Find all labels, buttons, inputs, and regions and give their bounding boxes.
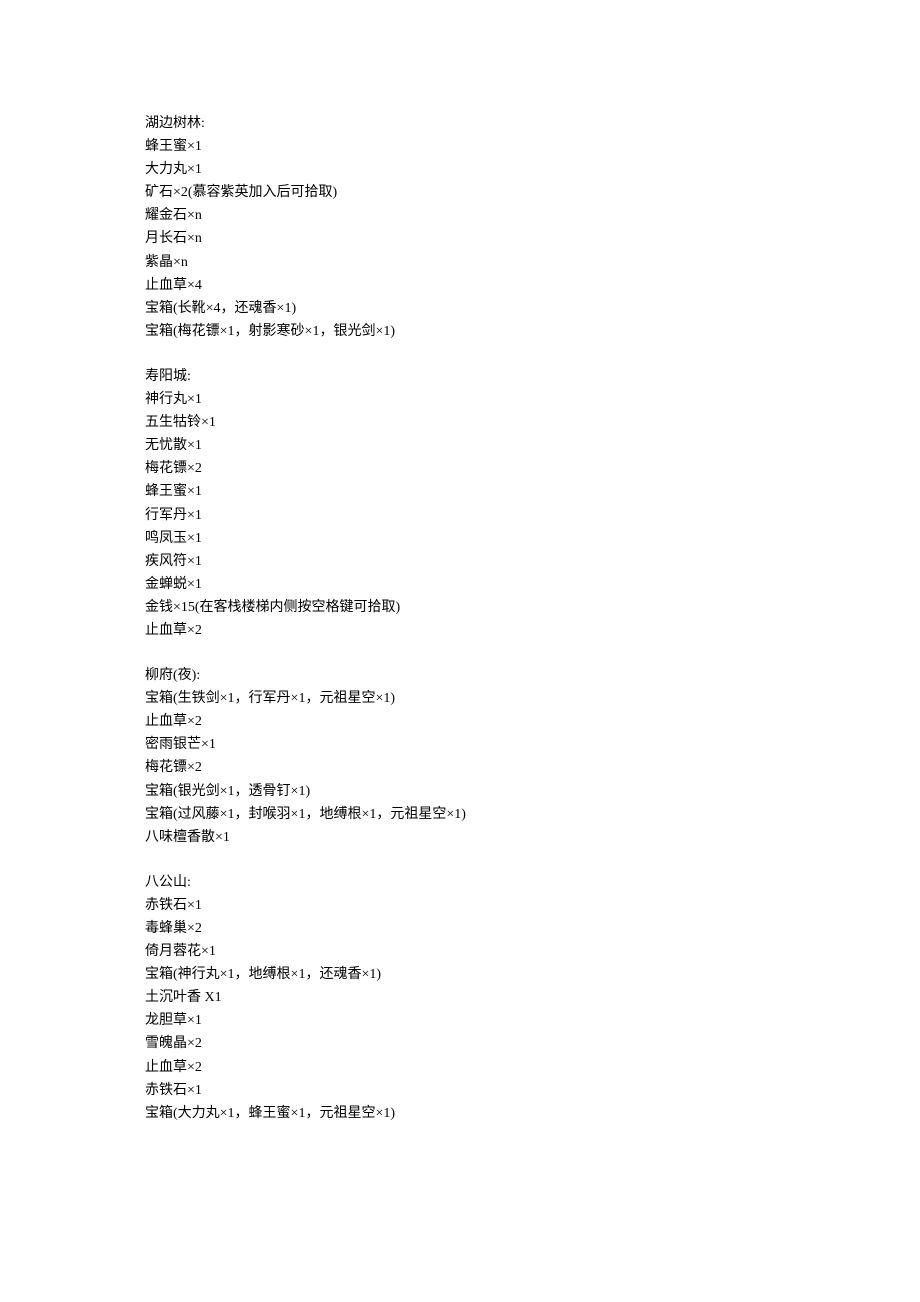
item-line: 土沉叶香 X1 (145, 986, 920, 1009)
section-header: 柳府(夜): (145, 664, 920, 687)
item-line: 宝箱(生铁剑×1，行军丹×1，元祖星空×1) (145, 687, 920, 710)
item-line: 蜂王蜜×1 (145, 480, 920, 503)
section-header: 湖边树林: (145, 112, 920, 135)
document-page: 湖边树林: 蜂王蜜×1 大力丸×1 矿石×2(慕容紫英加入后可拾取) 耀金石×n… (0, 0, 920, 1302)
item-line: 耀金石×n (145, 204, 920, 227)
item-line: 宝箱(过风藤×1，封喉羽×1，地缚根×1，元祖星空×1) (145, 803, 920, 826)
item-line: 矿石×2(慕容紫英加入后可拾取) (145, 181, 920, 204)
item-line: 宝箱(长靴×4，还魂香×1) (145, 297, 920, 320)
item-line: 月长石×n (145, 227, 920, 250)
item-line: 紫晶×n (145, 251, 920, 274)
item-line: 止血草×2 (145, 1056, 920, 1079)
item-line: 五生牯铃×1 (145, 411, 920, 434)
item-line: 赤铁石×1 (145, 1079, 920, 1102)
item-line: 梅花镖×2 (145, 756, 920, 779)
item-line: 八味檀香散×1 (145, 826, 920, 849)
section-liu-mansion-night: 柳府(夜): 宝箱(生铁剑×1，行军丹×1，元祖星空×1) 止血草×2 密雨银芒… (145, 664, 920, 849)
item-line: 行军丹×1 (145, 504, 920, 527)
item-line: 疾风符×1 (145, 550, 920, 573)
item-line: 止血草×2 (145, 710, 920, 733)
item-line: 雪魄晶×2 (145, 1032, 920, 1055)
item-line: 宝箱(银光剑×1，透骨钉×1) (145, 780, 920, 803)
item-line: 蜂王蜜×1 (145, 135, 920, 158)
item-line: 止血草×4 (145, 274, 920, 297)
item-line: 梅花镖×2 (145, 457, 920, 480)
item-line: 大力丸×1 (145, 158, 920, 181)
section-bagong-mountain: 八公山: 赤铁石×1 毒蜂巢×2 倚月蓉花×1 宝箱(神行丸×1，地缚根×1，还… (145, 871, 920, 1125)
item-line: 神行丸×1 (145, 388, 920, 411)
section-lakeside-forest: 湖边树林: 蜂王蜜×1 大力丸×1 矿石×2(慕容紫英加入后可拾取) 耀金石×n… (145, 112, 920, 343)
item-line: 宝箱(神行丸×1，地缚根×1，还魂香×1) (145, 963, 920, 986)
item-line: 止血草×2 (145, 619, 920, 642)
item-line: 赤铁石×1 (145, 894, 920, 917)
section-shouyang-city: 寿阳城: 神行丸×1 五生牯铃×1 无忧散×1 梅花镖×2 蜂王蜜×1 行军丹×… (145, 365, 920, 642)
item-line: 宝箱(大力丸×1，蜂王蜜×1，元祖星空×1) (145, 1102, 920, 1125)
item-line: 金钱×15(在客栈楼梯内侧按空格键可拾取) (145, 596, 920, 619)
section-header: 寿阳城: (145, 365, 920, 388)
item-line: 密雨银芒×1 (145, 733, 920, 756)
section-header: 八公山: (145, 871, 920, 894)
item-line: 无忧散×1 (145, 434, 920, 457)
item-line: 宝箱(梅花镖×1，射影寒砂×1，银光剑×1) (145, 320, 920, 343)
item-line: 倚月蓉花×1 (145, 940, 920, 963)
item-line: 鸣凤玉×1 (145, 527, 920, 550)
item-line: 金蝉蜕×1 (145, 573, 920, 596)
item-line: 毒蜂巢×2 (145, 917, 920, 940)
item-line: 龙胆草×1 (145, 1009, 920, 1032)
